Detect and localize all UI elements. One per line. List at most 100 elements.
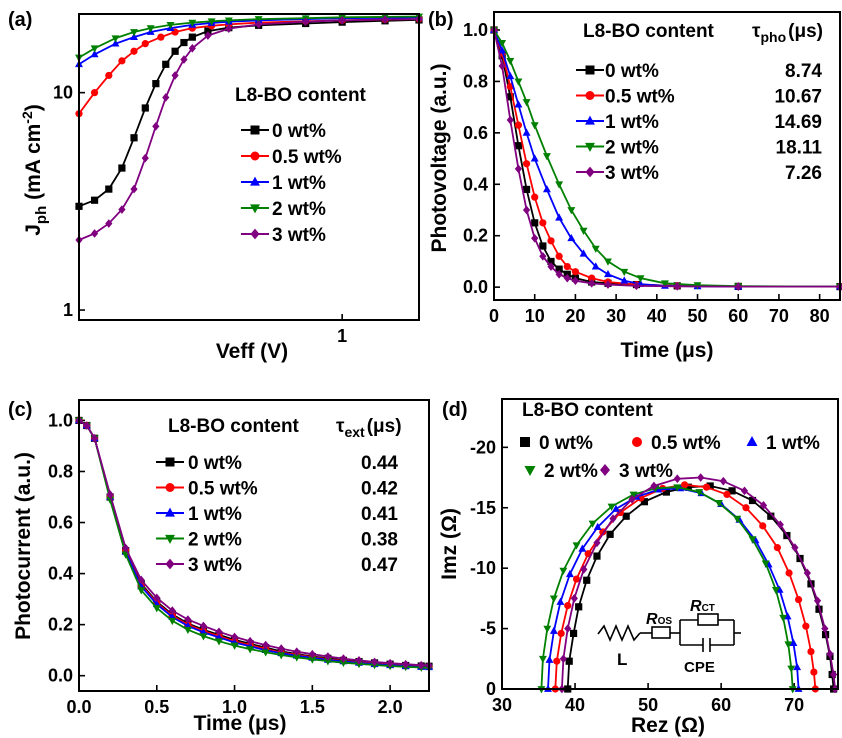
legend-marker-d-1 [632,437,642,447]
data-point-a-1 [141,40,149,48]
data-point-a-4 [338,16,346,25]
y-tick-label-d: 0 [486,679,496,699]
legend-a: 0 wt% 0.5 wt% 1 wt% 2 wt% 3 wt% [241,121,342,246]
data-point-d-4 [580,565,588,574]
data-point-d-4 [821,624,829,633]
data-point-d-3 [761,560,770,568]
x-tick-label-b: 80 [810,306,830,326]
data-point-a-4 [255,20,263,29]
data-point-d-0 [706,482,714,490]
plot-a-frame [78,13,420,321]
x-tick-label-b: 0 [489,306,499,326]
data-point-c-3 [277,652,286,660]
data-point-d-0 [640,498,649,506]
data-point-d-0 [767,512,775,520]
tau-value-c-3: 0.38 [361,530,398,551]
legend-marker-b-2 [585,115,595,125]
legend-marker-d-2 [746,436,758,446]
data-point-c-4 [215,627,223,637]
x-tick-label-c: 0.5 [144,697,169,717]
legend-label-b-1: 0.5 wt% [605,87,675,108]
y-axis-label-c: Photocurrent (a.u.) [12,452,35,640]
x-tick-label-d: 40 [565,695,585,715]
series-line-a-4 [78,18,420,241]
x-tick-label-b: 30 [606,306,626,326]
data-point-b-4 [547,262,555,271]
circuit-inductor-zigzag [597,623,641,643]
panel-c-label: (c) [8,399,32,421]
tau-value-c-4: 0.47 [361,555,398,576]
data-point-b-2 [530,154,539,162]
data-point-d-0 [593,552,601,560]
data-point-d-3 [559,567,568,575]
data-point-a-4 [204,31,212,40]
data-point-d-0 [565,657,573,665]
data-point-a-0 [141,104,149,112]
data-point-d-0 [728,487,736,495]
x-tick-label-c: 1.5 [300,697,325,717]
tau-value-b-1: 10.67 [774,87,822,108]
legend-title-c: L8-BO content [168,416,300,437]
data-point-d-4 [697,473,705,482]
data-point-d-2 [578,544,587,552]
data-point-d-1 [785,569,793,577]
data-point-a-3 [224,17,233,25]
series-line-b-3 [493,29,841,288]
y-tick-label-b: 0.2 [463,226,488,246]
x-tick-label-c: 0.0 [66,697,91,717]
data-point-c-3 [323,658,332,666]
data-point-c-4 [402,659,410,669]
data-point-d-3 [538,655,547,664]
data-point-c-4 [246,636,254,646]
data-point-c-4 [199,621,208,631]
data-point-d-3 [779,614,788,623]
data-point-d-2 [556,597,565,605]
data-point-c-3 [183,626,192,635]
tau-value-c-0: 0.44 [361,453,398,474]
x-tick-label-c: 1.0 [222,697,247,717]
circuit-rct-resistor [697,613,719,626]
data-point-b-4 [604,280,612,289]
data-point-a-4 [225,24,233,33]
data-point-b-3 [579,227,588,235]
data-point-d-0 [748,496,757,505]
data-point-a-3 [254,16,263,24]
data-point-b-3 [506,57,515,66]
legend-marker-d-4 [600,464,610,476]
data-point-a-1 [157,33,165,41]
data-point-a-4 [141,153,149,163]
legend-marker-b-1 [585,91,595,100]
data-point-d-1 [572,575,581,583]
series-line-d-4 [561,476,836,690]
data-point-d-4 [570,594,578,603]
data-point-a-2 [130,32,138,41]
data-point-a-4 [180,55,188,64]
data-point-d-0 [622,512,630,520]
data-point-b-0 [555,265,563,273]
plot-d-area: 30 40 50 60 70 0 -5 -10 -15 -20 [470,437,839,715]
data-point-d-1 [794,595,803,604]
data-point-d-1 [681,481,689,489]
legend-label-a-4: 3 wt% [272,225,326,246]
data-point-b-3 [542,153,551,161]
data-point-c-3 [215,638,223,646]
panel-b-label: (b) [428,9,454,31]
data-point-b-0 [547,257,555,266]
tau-value-b-3: 18.11 [776,138,823,159]
tau-value-c-2: 0.41 [361,504,398,525]
data-point-a-1 [118,57,126,65]
data-point-d-2 [593,522,602,530]
data-point-d-1 [557,629,565,638]
y-tick-label-d: -10 [470,558,496,578]
data-point-b-1 [563,262,571,271]
legend-marker-b-4 [585,166,595,178]
legend-label-c-2: 1 wt% [188,504,242,525]
data-point-c-3 [199,633,208,641]
data-point-a-3 [146,25,155,33]
x-tick-label-d: 50 [638,695,658,715]
data-point-d-3 [572,542,581,550]
y-tick-label-a: 1 [63,300,73,320]
x-tick-label-c: 2.0 [378,697,403,717]
panel-d-label: (d) [442,399,468,421]
data-point-d-3 [629,491,638,499]
